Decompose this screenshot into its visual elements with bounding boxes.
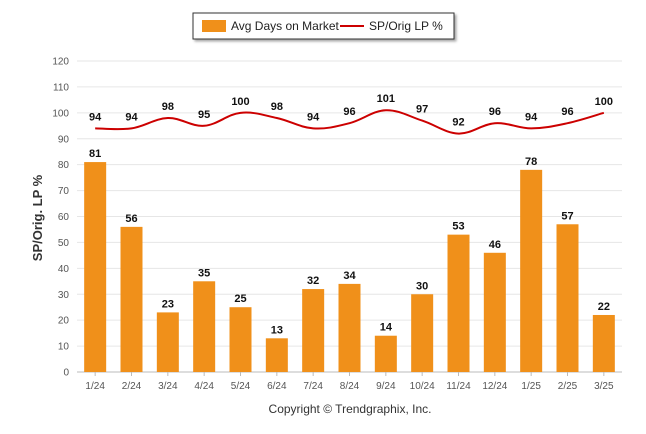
- x-tick-label: 8/24: [340, 381, 360, 392]
- line-value-label: 97: [416, 104, 428, 116]
- line-value-label: 100: [595, 96, 613, 108]
- x-tick-label: 9/24: [376, 381, 396, 392]
- y-tick-label: 30: [58, 290, 70, 301]
- bar-value-label: 30: [416, 280, 428, 292]
- bar: [120, 226, 143, 372]
- x-tick-label: 6/24: [267, 381, 287, 392]
- line-value-label: 100: [231, 96, 249, 108]
- bar-value-label: 35: [198, 267, 210, 279]
- bar-value-label: 23: [162, 298, 174, 310]
- y-tick-label: 80: [58, 160, 70, 171]
- line-value-label: 95: [198, 109, 210, 121]
- y-tick-label: 90: [58, 134, 70, 145]
- line-value-label: 96: [561, 106, 573, 118]
- y-tick-label: 10: [58, 342, 70, 353]
- x-tick-label: 5/24: [231, 381, 251, 392]
- legend-bar-swatch: [202, 20, 226, 32]
- line-value-label: 98: [271, 101, 283, 113]
- line-series-path: [95, 109, 605, 135]
- x-tick-label: 2/24: [122, 381, 142, 392]
- y-tick-label: 70: [58, 186, 70, 197]
- bar-value-label: 46: [489, 239, 501, 251]
- bar: [447, 234, 470, 372]
- bar-value-label: 32: [307, 275, 319, 287]
- bars: 81 56 23 35 25 13 32 34 14 30 53 46 78 57 22: [84, 148, 615, 372]
- copyright-text: Copyright © Trendgraphix, Inc.: [269, 402, 432, 416]
- y-tick-label: 100: [52, 108, 69, 119]
- line-value-label: 94: [525, 111, 538, 123]
- line-value-label: 96: [489, 106, 501, 118]
- x-axis-ticks: 1/24 2/24 3/24 4/24 5/24 6/24 7/24 8/24 9/24 10/2…: [85, 372, 614, 392]
- bar: [338, 283, 361, 372]
- bar: [229, 307, 252, 372]
- y-tick-label: 20: [58, 316, 70, 327]
- x-tick-label: 12/24: [482, 381, 507, 392]
- y-tick-label: 0: [63, 368, 69, 379]
- y-tick-label: 40: [58, 264, 70, 275]
- x-tick-label: 11/24: [446, 381, 471, 392]
- line-value-label: 96: [343, 106, 355, 118]
- x-tick-label: 3/24: [158, 381, 178, 392]
- bar: [592, 314, 615, 372]
- bar-value-label: 25: [234, 293, 246, 305]
- legend-box: [192, 12, 455, 40]
- bar: [302, 289, 325, 372]
- x-tick-label: 4/24: [194, 381, 214, 392]
- bar-value-label: 53: [452, 221, 464, 233]
- x-tick-label: 2/25: [558, 381, 578, 392]
- bar: [374, 335, 397, 372]
- bar-value-label: 14: [380, 322, 393, 334]
- x-tick-label: 7/24: [303, 381, 323, 392]
- bar-value-label: 78: [525, 156, 537, 168]
- y-axis-ticks: 0 10 20 30 40 50 60 70 80 90 100 110 120: [52, 57, 69, 379]
- bar-value-label: 22: [598, 301, 610, 313]
- bar-value-label: 13: [271, 324, 283, 336]
- line-value-label: 101: [377, 93, 395, 105]
- bar: [84, 162, 107, 372]
- bar: [556, 224, 579, 372]
- bar: [483, 252, 506, 372]
- legend-bar-label: Avg Days on Market: [231, 19, 339, 33]
- bar-value-label: 34: [343, 270, 356, 282]
- legend-line-label: SP/Orig LP %: [369, 19, 443, 33]
- bar-value-label: 57: [561, 210, 573, 222]
- bar: [411, 294, 434, 372]
- legend: Avg Days on Market SP/Orig LP %: [192, 12, 455, 40]
- line-series: 94 94 98 95 100 98 94 96 101 97 92 96 94 96 100: [89, 93, 613, 135]
- bar: [520, 169, 543, 372]
- y-tick-label: 50: [58, 238, 70, 249]
- x-tick-label: 1/25: [521, 381, 541, 392]
- bar: [265, 338, 288, 372]
- x-tick-label: 1/24: [85, 381, 105, 392]
- y-tick-label: 120: [52, 57, 69, 68]
- line-value-label: 98: [162, 101, 174, 113]
- y-tick-label: 110: [53, 82, 69, 93]
- bar-value-label: 56: [125, 213, 137, 225]
- line-value-label: 94: [307, 111, 320, 123]
- x-tick-label: 10/24: [410, 381, 435, 392]
- y-tick-label: 60: [58, 212, 70, 223]
- bar: [193, 281, 216, 372]
- line-value-label: 94: [125, 111, 138, 123]
- y-axis-title: SP/Orig. LP %: [30, 174, 45, 261]
- x-tick-label: 3/25: [594, 381, 614, 392]
- bar-value-label: 81: [89, 148, 101, 160]
- bar: [156, 312, 179, 372]
- line-value-label: 94: [89, 111, 102, 123]
- line-value-label: 92: [452, 117, 464, 129]
